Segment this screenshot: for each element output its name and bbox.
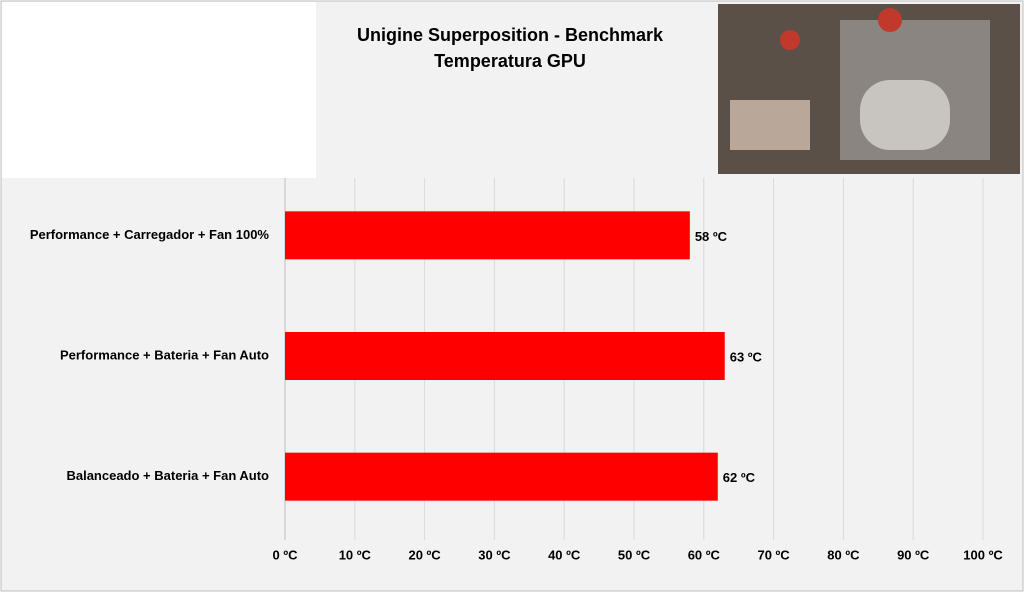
- chart-title: Unigine Superposition - Benchmark: [357, 25, 664, 45]
- blank-panel: [2, 2, 316, 178]
- bar: [285, 452, 718, 501]
- x-tick-label: 40 ºC: [548, 547, 581, 562]
- x-tick-label: 80 ºC: [827, 547, 860, 562]
- x-tick-label: 30 ºC: [478, 547, 511, 562]
- x-tick-label: 10 ºC: [339, 547, 372, 562]
- x-tick-label: 20 ºC: [408, 547, 441, 562]
- y-tick-label: Balanceado + Bateria + Fan Auto: [66, 468, 269, 483]
- y-tick-label: Performance + Bateria + Fan Auto: [60, 347, 269, 362]
- bar: [285, 211, 690, 260]
- x-tick-label: 60 ºC: [688, 547, 721, 562]
- value-label: 58 ºC: [695, 229, 728, 244]
- x-tick-label: 100 ºC: [963, 547, 1003, 562]
- benchmark-image: [718, 4, 1020, 174]
- chart-subtitle: Temperatura GPU: [434, 51, 586, 71]
- y-tick-label: Performance + Carregador + Fan 100%: [30, 227, 270, 242]
- value-label: 63 ºC: [730, 349, 763, 364]
- x-tick-label: 90 ºC: [897, 547, 930, 562]
- value-label: 62 ºC: [723, 470, 756, 485]
- x-tick-label: 70 ºC: [757, 547, 790, 562]
- bar: [285, 332, 725, 380]
- x-tick-label: 50 ºC: [618, 547, 651, 562]
- x-tick-label: 0 ºC: [273, 547, 299, 562]
